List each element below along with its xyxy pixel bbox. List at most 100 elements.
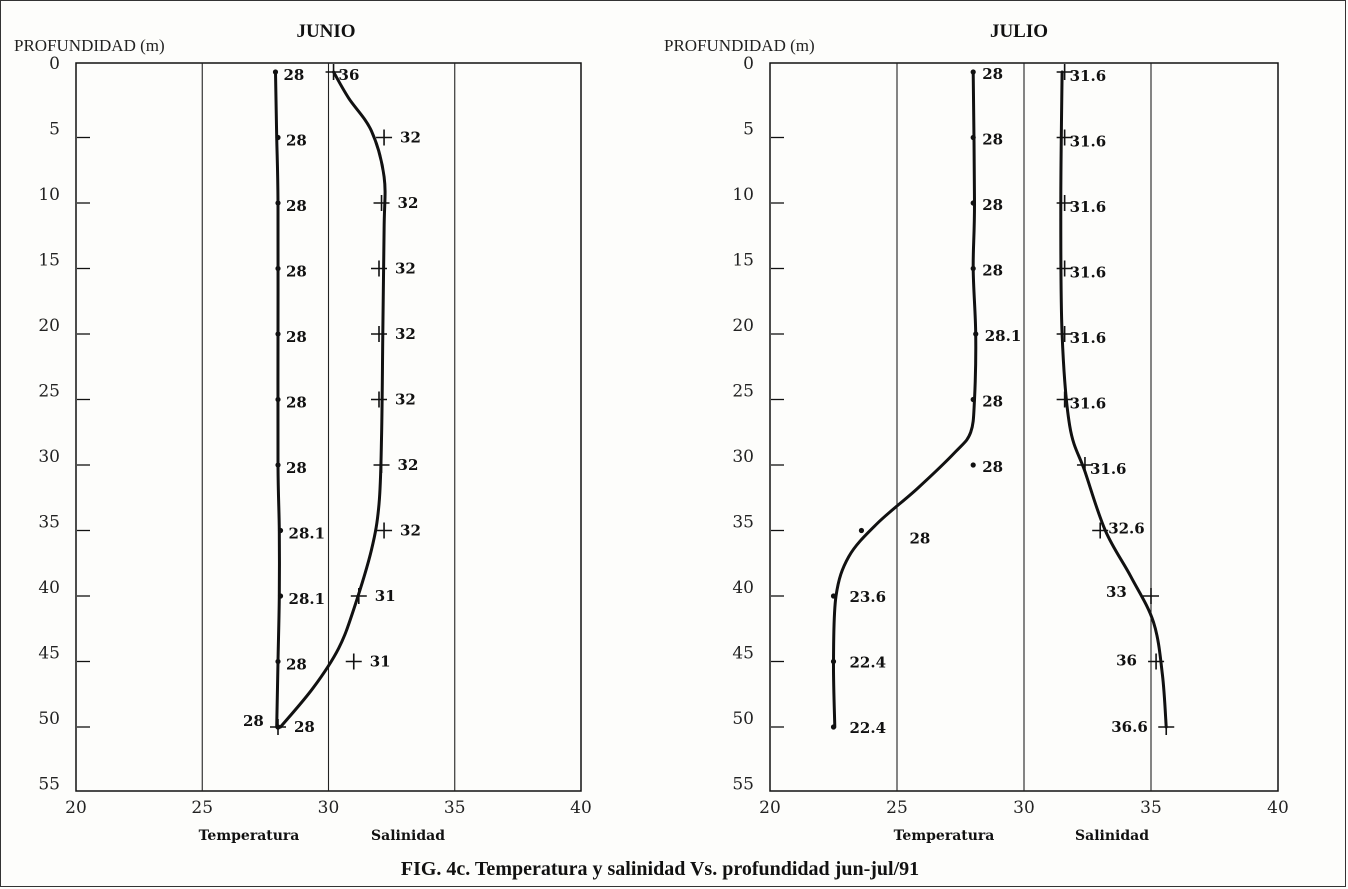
junio-y-tick-label: 35 [38, 513, 60, 533]
julio-temp-point [970, 265, 976, 272]
junio-sal-data-label: 32 [400, 522, 421, 540]
julio-temp-data-label: 23.6 [850, 588, 887, 606]
junio-sal-data-label: 32 [395, 391, 416, 409]
figure-caption: FIG. 4c. Temperatura y salinidad Vs. pro… [401, 858, 919, 880]
julio-sal-data-label: 31.6 [1070, 329, 1107, 347]
julio-chart: JULIO PROFUNDIDAD (m) Temperatura Salini… [664, 21, 1289, 844]
julio-y-tick-label: 45 [732, 644, 754, 664]
julio-y-tick-label: 0 [743, 54, 754, 74]
junio-y-tick-label: 25 [38, 382, 60, 402]
julio-y-tick-label: 10 [732, 185, 754, 205]
junio-temperatura-line [274, 70, 281, 729]
julio-sal-point [1158, 719, 1175, 735]
julio-xsub-temp: Temperatura [894, 828, 995, 844]
junio-sal-data-label: 32 [398, 194, 419, 212]
junio-y-tick-label: 15 [38, 251, 60, 271]
julio-y-tick-label: 15 [732, 251, 754, 271]
julio-temp-point [858, 527, 865, 534]
julio-temp-point [830, 724, 837, 730]
junio-sal-data-label: 31 [370, 653, 391, 671]
junio-temp-data-label: 28.1 [289, 590, 326, 608]
junio-sal-data-label: 32 [400, 129, 421, 147]
junio-sal-point [350, 588, 367, 604]
junio-sal-point [371, 391, 387, 408]
julio-x-tick-label: 20 [759, 798, 781, 818]
junio-y-tick-label: 5 [49, 120, 60, 140]
julio-temp-data-label: 28 [982, 131, 1003, 149]
junio-x-tick-label: 35 [444, 798, 466, 818]
junio-sal-point [373, 195, 390, 211]
junio-temp-data-label: 28 [286, 197, 307, 215]
junio-xsub-sal: Salinidad [371, 828, 445, 844]
junio-temp-point [275, 396, 281, 403]
junio-temp-point [275, 200, 281, 206]
junio-temp-point [275, 134, 281, 141]
julio-temp-data-label: 28 [909, 530, 930, 548]
junio-temp-data-label: 28 [286, 459, 307, 477]
junio-temp-point [275, 331, 281, 337]
julio-x-tick-label: 30 [1013, 798, 1035, 818]
julio-sal-data-label: 31.6 [1070, 198, 1107, 216]
junio-temp-data-label: 28 [283, 66, 304, 84]
junio-temp-point [272, 69, 279, 75]
junio-sal-data-label: 32 [398, 456, 419, 474]
junio-temp-data-label: 28 [286, 394, 307, 412]
julio-temperatura-line [831, 70, 978, 729]
julio-sal-point [1056, 326, 1073, 342]
julio-sal-data-label: 31.6 [1070, 395, 1107, 413]
julio-temp-data-label: 22.4 [850, 719, 887, 737]
julio-sal-point [1076, 457, 1093, 473]
julio-sal-point [1092, 522, 1109, 539]
junio-xsub-temp: Temperatura [199, 828, 300, 844]
junio-sal-data-label: 28 [294, 718, 315, 736]
julio-temp-point [970, 462, 976, 468]
junio-sal-data-label: 36 [339, 66, 360, 84]
junio-sal-data-label: 32 [395, 260, 416, 278]
julio-temp-data-label: 28 [982, 196, 1003, 214]
julio-temp-data-label: 28 [982, 393, 1003, 411]
julio-y-tick-label: 25 [732, 382, 754, 402]
junio-temp-data-label: 28 [286, 328, 307, 346]
junio-x-tick-label: 25 [191, 798, 213, 818]
junio-temp-data-label: 28 [286, 132, 307, 150]
junio-temp-point [275, 462, 281, 468]
junio-temp-point [277, 593, 284, 599]
julio-y-tick-label: 50 [732, 709, 754, 729]
junio-y-tick-label: 10 [38, 185, 60, 205]
julio-temp-data-label: 28.1 [985, 327, 1022, 345]
julio-sal-point [1148, 653, 1165, 670]
julio-sal-point [1056, 260, 1073, 277]
junio-temp-point [275, 658, 281, 665]
julio-y-tick-label: 20 [732, 316, 754, 336]
julio-sal-data-label: 31.6 [1090, 460, 1127, 478]
julio-y-tick-label: 35 [732, 513, 754, 533]
julio-sal-point [1056, 391, 1073, 408]
julio-y-tick-label: 30 [732, 447, 754, 467]
julio-temp-data-label: 22.4 [850, 654, 887, 672]
julio-xsub-sal: Salinidad [1075, 828, 1149, 844]
julio-y-tick-label: 55 [732, 775, 754, 795]
julio-temp-point [970, 396, 976, 403]
junio-sal-point [376, 522, 393, 539]
junio-temp-data-label: 28 [286, 656, 307, 674]
julio-x-tick-label: 35 [1140, 798, 1162, 818]
junio-salinidad-line [279, 70, 387, 729]
junio-y-tick-label: 0 [49, 54, 60, 74]
junio-y-tick-label: 40 [38, 578, 60, 598]
junio-y-tick-label: 20 [38, 316, 60, 336]
junio-temp-point [277, 527, 284, 534]
junio-x-tick-label: 30 [318, 798, 340, 818]
julio-sal-point [1143, 588, 1159, 604]
julio-y-tick-label: 40 [732, 578, 754, 598]
julio-sal-data-label: 33 [1106, 583, 1127, 601]
junio-title: JUNIO [296, 21, 355, 42]
junio-temp-point [275, 265, 281, 272]
junio-temp-data-label: 28 [243, 712, 264, 730]
julio-sal-data-label: 31.6 [1070, 133, 1107, 151]
julio-temp-point [970, 134, 976, 141]
junio-sal-point [345, 653, 362, 670]
junio-x-tick-label: 40 [570, 798, 592, 818]
junio-y-tick-label: 45 [38, 644, 60, 664]
julio-temp-point [830, 658, 837, 665]
